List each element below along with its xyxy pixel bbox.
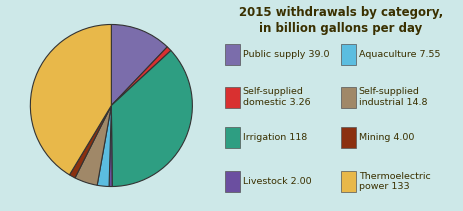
- Wedge shape: [69, 106, 111, 178]
- Wedge shape: [109, 106, 112, 187]
- Text: Self-supplied
domestic 3.26: Self-supplied domestic 3.26: [242, 87, 310, 107]
- Wedge shape: [111, 47, 170, 106]
- Wedge shape: [111, 51, 192, 187]
- Text: Irrigation 118: Irrigation 118: [242, 133, 306, 142]
- Text: Self-supplied
industrial 14.8: Self-supplied industrial 14.8: [358, 87, 426, 107]
- Text: Thermoelectric
power 133: Thermoelectric power 133: [358, 172, 430, 191]
- Text: Mining 4.00: Mining 4.00: [358, 133, 413, 142]
- Text: 2015 withdrawals by category,
in billion gallons per day: 2015 withdrawals by category, in billion…: [238, 6, 442, 35]
- Text: Aquaculture 7.55: Aquaculture 7.55: [358, 50, 439, 59]
- Wedge shape: [111, 24, 167, 106]
- Text: Public supply 39.0: Public supply 39.0: [242, 50, 328, 59]
- Wedge shape: [75, 106, 111, 185]
- Wedge shape: [30, 24, 111, 175]
- Wedge shape: [97, 106, 111, 187]
- Text: Livestock 2.00: Livestock 2.00: [242, 177, 311, 186]
